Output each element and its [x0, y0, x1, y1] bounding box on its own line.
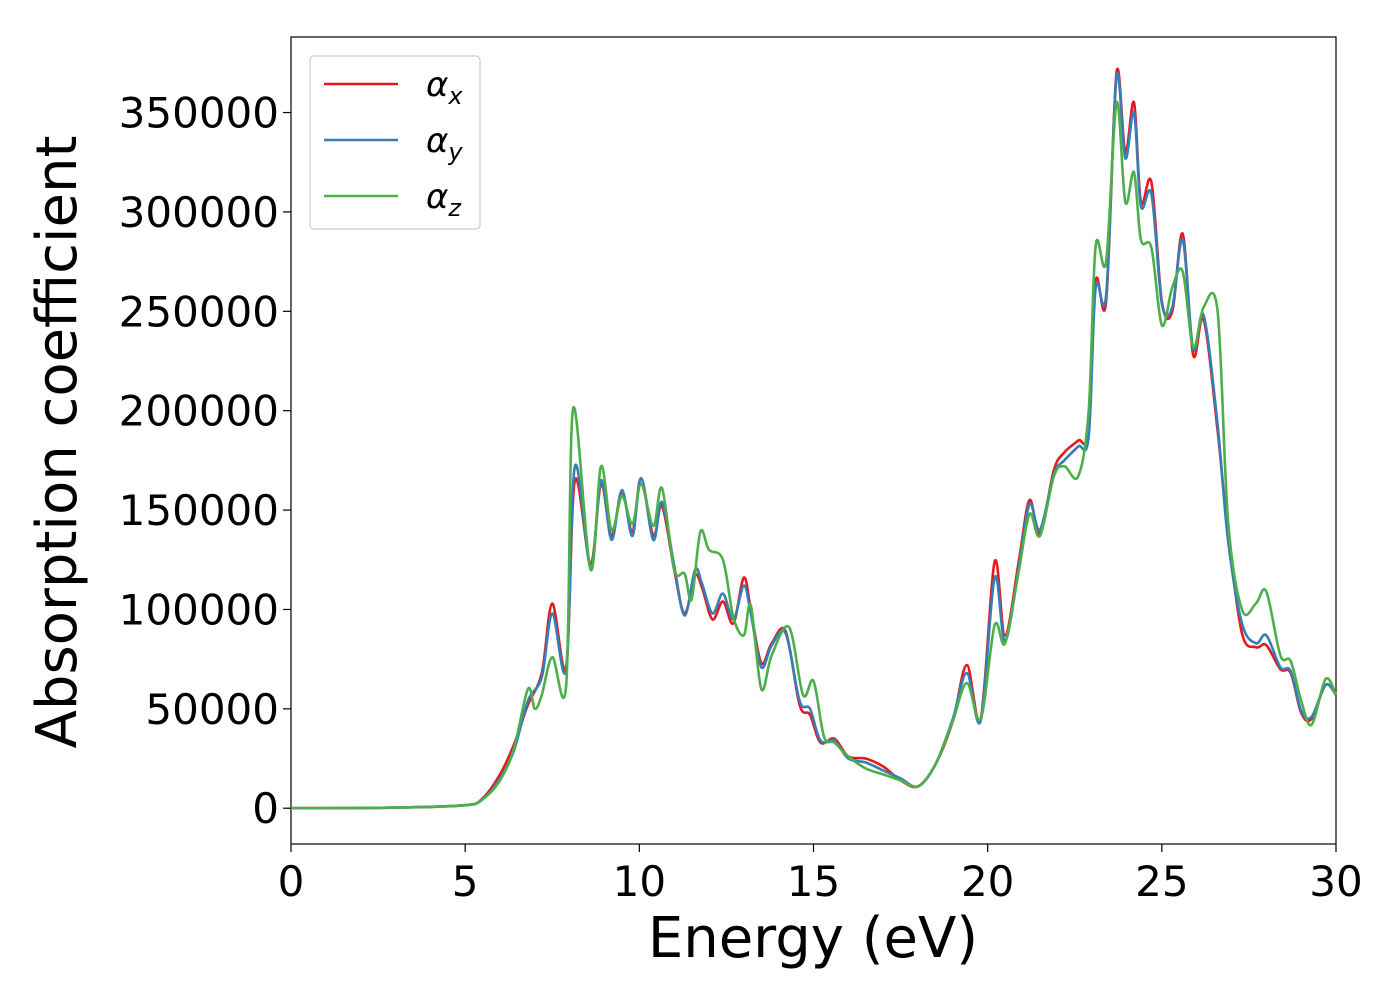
y-axis-label: Absorption coefficient	[25, 136, 90, 749]
x-tick-label: 20	[961, 857, 1014, 906]
x-tick-label: 10	[613, 857, 666, 906]
x-axis-label: Energy (eV)	[648, 906, 978, 971]
y-tick-label: 300000	[119, 188, 279, 237]
y-tick-label: 50000	[145, 685, 279, 734]
legend-label-z: αz	[426, 177, 462, 222]
y-axis-ticks: 0 50000 100000 150000 200000 250000 300000 3500…	[119, 89, 291, 833]
y-tick-label: 150000	[119, 486, 279, 535]
x-axis-ticks: 0 5 10 15 20 25 30	[278, 844, 1363, 906]
x-tick-label: 15	[787, 857, 840, 906]
y-tick-label: 100000	[119, 585, 279, 634]
y-tick-label: 0	[252, 784, 279, 833]
y-tick-label: 200000	[119, 387, 279, 436]
legend-frame	[309, 55, 481, 230]
x-tick-label: 0	[278, 857, 305, 906]
legend: αx αy αz	[309, 55, 481, 230]
x-tick-label: 5	[452, 857, 479, 906]
x-tick-label: 25	[1135, 857, 1188, 906]
y-tick-label: 350000	[119, 89, 279, 138]
series-line-z	[290, 101, 1338, 810]
series-lines	[290, 67, 1338, 810]
legend-label-x: αx	[426, 65, 463, 110]
legend-label-y: αy	[426, 121, 463, 166]
x-tick-label: 30	[1309, 857, 1362, 906]
y-tick-label: 250000	[119, 287, 279, 336]
